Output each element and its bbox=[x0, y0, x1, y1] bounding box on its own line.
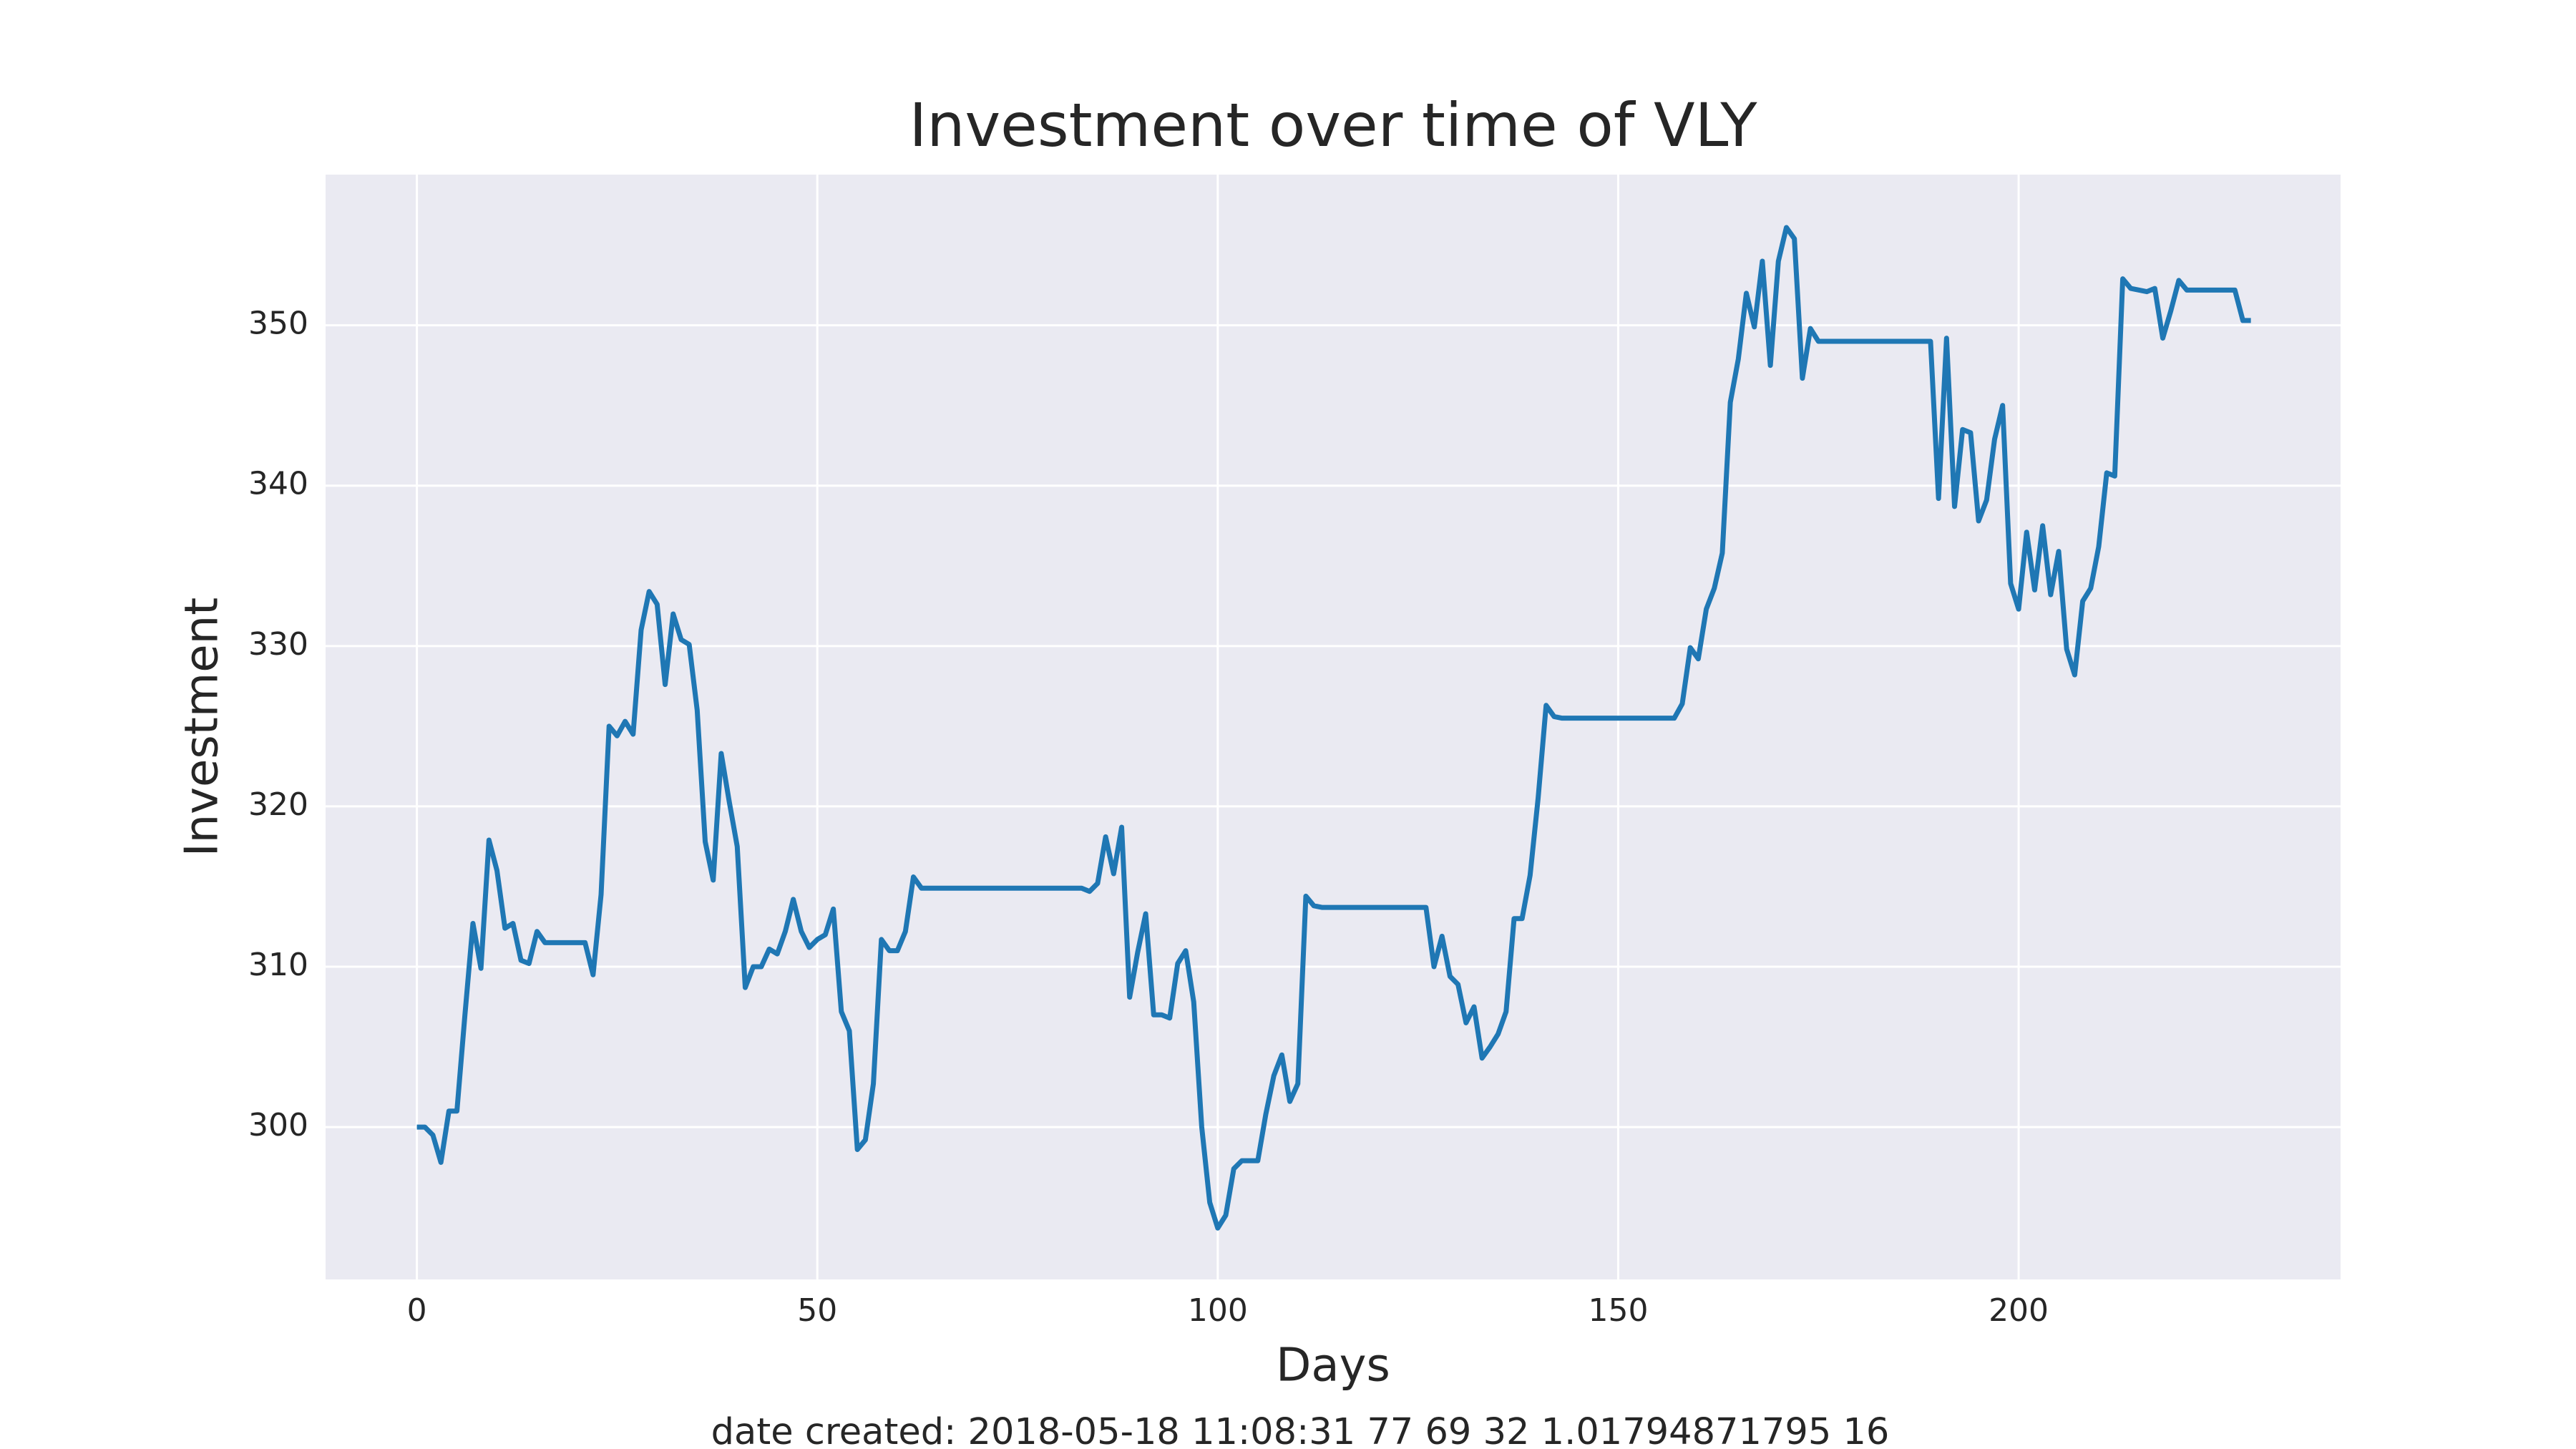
x-tick-label: 150 bbox=[1588, 1292, 1648, 1329]
y-tick-label: 330 bbox=[248, 626, 308, 663]
y-tick-label: 350 bbox=[248, 306, 308, 342]
y-tick-label: 320 bbox=[248, 786, 308, 823]
x-tick-label: 0 bbox=[407, 1292, 427, 1329]
x-tick-label: 50 bbox=[797, 1292, 837, 1329]
x-tick-label: 100 bbox=[1188, 1292, 1248, 1329]
plot-area bbox=[326, 175, 2341, 1279]
y-tick-label: 340 bbox=[248, 466, 308, 502]
y-axis-label: Investment bbox=[176, 597, 229, 857]
y-tick-label: 310 bbox=[248, 947, 308, 983]
chart-title: Investment over time of VLY bbox=[909, 90, 1757, 160]
data-line bbox=[416, 225, 2251, 1231]
x-tick-label: 200 bbox=[1989, 1292, 2049, 1329]
x-axis-label: Days bbox=[1276, 1340, 1390, 1392]
caption: date created: 2018-05-18 11:08:31 77 69 … bbox=[711, 1411, 1890, 1449]
y-tick-label: 300 bbox=[248, 1107, 308, 1143]
